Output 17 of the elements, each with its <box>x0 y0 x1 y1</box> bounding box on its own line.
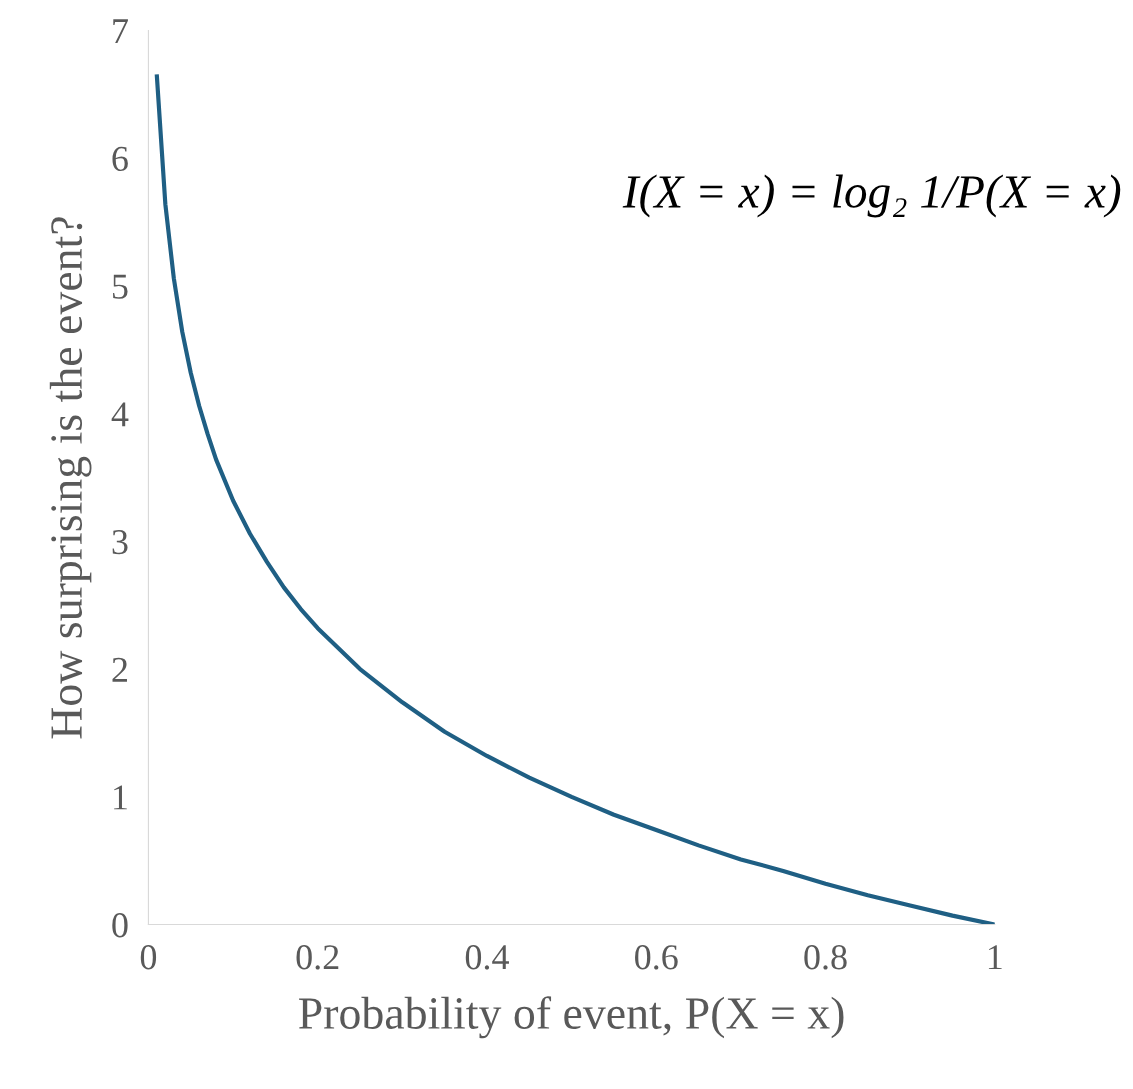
x-tick-label: 0.2 <box>296 945 339 970</box>
y-tick-label: 0 <box>112 913 128 938</box>
y-tick-label: 4 <box>111 402 129 427</box>
x-tick-label: 0 <box>140 945 157 970</box>
x-tick-label: 0.4 <box>465 945 509 970</box>
x-tick-label: 1 <box>988 945 1002 970</box>
y-tick-label: 6 <box>112 146 128 172</box>
y-axis-title: How surprising is the event? <box>49 217 92 739</box>
annotation: I(X = x) = log₂ 1/P(X = x) <box>622 174 1121 218</box>
y-tick-label: 7 <box>113 19 128 44</box>
y-tick-label: 5 <box>113 274 128 299</box>
y-tick-label: 3 <box>112 530 128 555</box>
y-tick-label: 2 <box>112 657 127 682</box>
x-tick-label: 0.6 <box>635 945 678 970</box>
x-axis-title: Probability of event, P(X = x) <box>299 996 844 1039</box>
x-tick-label: 0.8 <box>804 945 847 970</box>
y-tick-label: 1 <box>114 785 127 810</box>
